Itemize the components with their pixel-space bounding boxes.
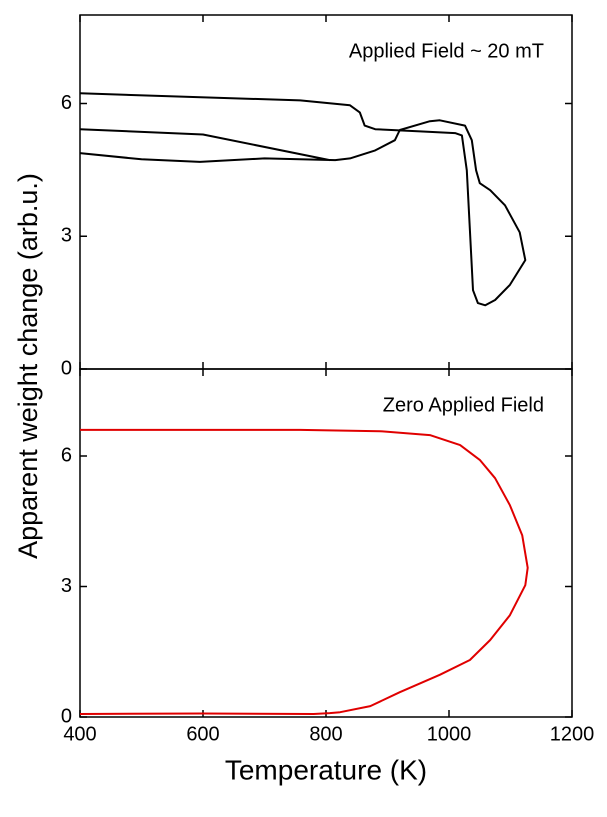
y-tick-label: 6 <box>61 92 72 114</box>
x-axis-label: Temperature (K) <box>225 754 427 785</box>
x-tick-label: 1200 <box>550 723 595 745</box>
data-line <box>79 92 527 307</box>
x-tick-label: 800 <box>309 723 342 745</box>
annotation: Zero Applied Field <box>383 394 544 416</box>
y-tick-label: 6 <box>61 444 72 466</box>
x-tick-label: 400 <box>63 723 96 745</box>
plot-frame <box>79 368 573 718</box>
plot-frame <box>79 14 573 370</box>
y-tick-label: 3 <box>61 575 72 597</box>
y-tick-label: 3 <box>61 225 72 247</box>
y-tick-label: 0 <box>61 705 72 727</box>
data-line <box>79 428 529 715</box>
y-tick-label: 0 <box>61 357 72 379</box>
annotation: Applied Field ~ 20 mT <box>349 40 544 62</box>
y-axis-label: Apparent weight change (arb.u.) <box>13 173 43 559</box>
x-tick-label: 600 <box>186 723 219 745</box>
x-tick-label: 1000 <box>427 723 472 745</box>
